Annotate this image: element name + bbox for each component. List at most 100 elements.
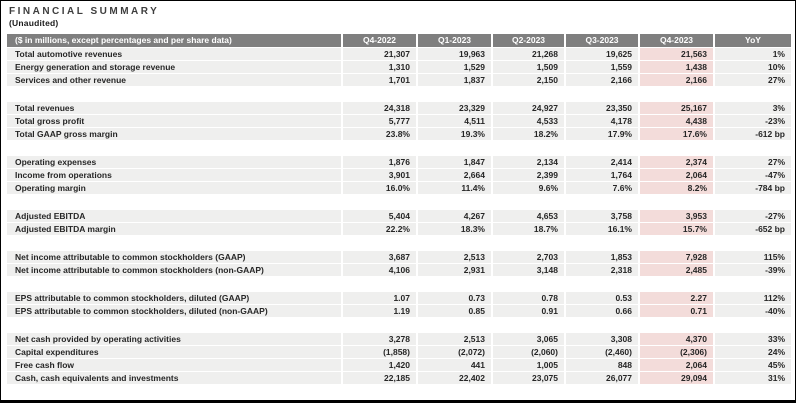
value-cell: 9.6%	[491, 182, 564, 194]
row-label: Income from operations	[7, 169, 341, 181]
value-cell: 2,414	[564, 156, 638, 168]
header-cell-q4-2022: Q4-2022	[341, 34, 416, 47]
value-cell: -39%	[713, 264, 791, 276]
value-cell: 1%	[713, 48, 791, 60]
row-label: Total automotive revenues	[7, 48, 341, 60]
value-cell: -40%	[713, 305, 791, 317]
value-cell: 45%	[713, 359, 791, 371]
value-cell: 31%	[713, 372, 791, 384]
section-gap	[7, 236, 791, 251]
table-row: EPS attributable to common stockholders,…	[7, 305, 791, 317]
value-cell: 23,329	[416, 102, 491, 114]
value-cell: 0.91	[491, 305, 564, 317]
value-cell: 3,148	[491, 264, 564, 276]
value-cell-highlighted: 17.6%	[638, 128, 713, 140]
row-label: EPS attributable to common stockholders,…	[7, 305, 341, 317]
value-cell: 21,268	[491, 48, 564, 60]
value-cell: 24%	[713, 346, 791, 358]
value-cell: 18.7%	[491, 223, 564, 235]
value-cell-highlighted: 8.2%	[638, 182, 713, 194]
table-row: Operating margin 16.0% 11.4% 9.6% 7.6% 8.2% -7…	[7, 182, 791, 194]
row-label: Total GAAP gross margin	[7, 128, 341, 140]
value-cell: 22,402	[416, 372, 491, 384]
value-cell: 18.2%	[491, 128, 564, 140]
header-cell-q4-2023: Q4-2023	[638, 34, 713, 47]
value-cell-highlighted: 2,166	[638, 74, 713, 86]
value-cell: 2,513	[416, 333, 491, 345]
value-cell: 24,927	[491, 102, 564, 114]
row-label: Energy generation and storage revenue	[7, 61, 341, 73]
value-cell: 1.19	[341, 305, 416, 317]
section-gap	[7, 277, 791, 292]
value-cell: 2,513	[416, 251, 491, 263]
value-cell: 0.66	[564, 305, 638, 317]
value-cell: 4,178	[564, 115, 638, 127]
value-cell: 23,075	[491, 372, 564, 384]
row-label: Operating expenses	[7, 156, 341, 168]
value-cell: 22,185	[341, 372, 416, 384]
row-label: Adjusted EBITDA margin	[7, 223, 341, 235]
value-cell-highlighted: 1,438	[638, 61, 713, 73]
table-row: Capital expenditures (1,858) (2,072) (2,060…	[7, 346, 791, 358]
value-cell: 23.8%	[341, 128, 416, 140]
value-cell-highlighted: 2.27	[638, 292, 713, 304]
value-cell: 4,106	[341, 264, 416, 276]
table-row: EPS attributable to common stockholders,…	[7, 292, 791, 304]
value-cell: 4,511	[416, 115, 491, 127]
row-label: Net income attributable to common stockh…	[7, 251, 341, 263]
value-cell: -652 bp	[713, 223, 791, 235]
value-cell: 22.2%	[341, 223, 416, 235]
row-label: Net income attributable to common stockh…	[7, 264, 341, 276]
value-cell-highlighted: 2,485	[638, 264, 713, 276]
value-cell: (1,858)	[341, 346, 416, 358]
section-gap	[7, 87, 791, 102]
value-cell: 0.78	[491, 292, 564, 304]
value-cell: 5,404	[341, 210, 416, 222]
header-cell-q1-2023: Q1-2023	[416, 34, 491, 47]
table-row: Net income attributable to common stockh…	[7, 251, 791, 263]
value-cell: 2,166	[564, 74, 638, 86]
value-cell: 17.9%	[564, 128, 638, 140]
row-label: Adjusted EBITDA	[7, 210, 341, 222]
value-cell: 18.3%	[416, 223, 491, 235]
table-row: Total revenues 24,318 23,329 24,927 23,350 25…	[7, 102, 791, 114]
value-cell: 1,310	[341, 61, 416, 73]
value-cell: 19,963	[416, 48, 491, 60]
table-row: Income from operations 3,901 2,664 2,399 1,7…	[7, 169, 791, 181]
page-title: FINANCIAL SUMMARY	[9, 6, 160, 17]
value-cell: -27%	[713, 210, 791, 222]
row-label: Cash, cash equivalents and investments	[7, 372, 341, 384]
value-cell: 112%	[713, 292, 791, 304]
value-cell-highlighted: (2,306)	[638, 346, 713, 358]
value-cell: 2,931	[416, 264, 491, 276]
value-cell: 115%	[713, 251, 791, 263]
table-row: Cash, cash equivalents and investments 22…	[7, 372, 791, 384]
value-cell: 27%	[713, 156, 791, 168]
value-cell: 2,134	[491, 156, 564, 168]
row-label: Capital expenditures	[7, 346, 341, 358]
value-cell: 16.1%	[564, 223, 638, 235]
value-cell: 2,703	[491, 251, 564, 263]
value-cell: 1,701	[341, 74, 416, 86]
value-cell: (2,460)	[564, 346, 638, 358]
value-cell: 2,664	[416, 169, 491, 181]
value-cell: 2,399	[491, 169, 564, 181]
table-row: Net cash provided by operating activitie…	[7, 333, 791, 345]
value-cell: 16.0%	[341, 182, 416, 194]
value-cell: 0.73	[416, 292, 491, 304]
table-row: Services and other revenue 1,701 1,837 2,15…	[7, 74, 791, 86]
table-row: Net income attributable to common stockh…	[7, 264, 791, 276]
table-row: Total automotive revenues 21,307 19,963 21,…	[7, 48, 791, 60]
value-cell: 3,065	[491, 333, 564, 345]
value-cell: 10%	[713, 61, 791, 73]
row-label: Net cash provided by operating activitie…	[7, 333, 341, 345]
value-cell: 4,533	[491, 115, 564, 127]
value-cell: 21,307	[341, 48, 416, 60]
table-row: Total GAAP gross margin 23.8% 19.3% 18.2% 17…	[7, 128, 791, 140]
value-cell: 848	[564, 359, 638, 371]
value-cell-highlighted: 4,370	[638, 333, 713, 345]
value-cell: 3,901	[341, 169, 416, 181]
value-cell: 3,278	[341, 333, 416, 345]
value-cell: 3%	[713, 102, 791, 114]
